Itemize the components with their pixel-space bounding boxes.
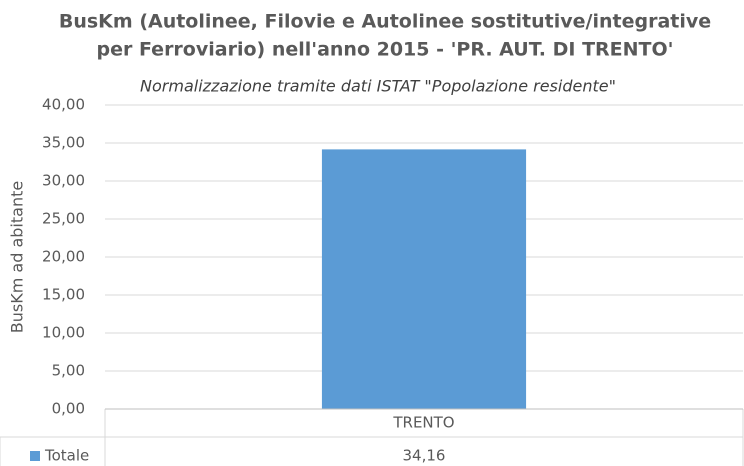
y-tick-label: 25,00	[42, 210, 85, 228]
y-tick-label: 30,00	[42, 172, 85, 190]
table-value: 34,16	[403, 447, 446, 465]
y-tick-label: 15,00	[42, 286, 85, 304]
y-tick-label: 40,00	[42, 96, 85, 114]
y-tick-label: 20,00	[42, 248, 85, 266]
chart-title-line: BusKm (Autolinee, Filovie e Autolinee so…	[59, 11, 711, 33]
chart-subtitle: Normalizzazione tramite dati ISTAT "Popo…	[140, 77, 616, 96]
bar	[321, 149, 527, 409]
x-tick-label: TRENTO	[392, 414, 454, 432]
y-tick-label: 10,00	[42, 324, 85, 342]
y-axis-label: BusKm ad abitante	[8, 181, 27, 333]
y-tick-label: 0,00	[52, 400, 85, 418]
y-tick-label: 5,00	[52, 362, 85, 380]
legend-label: Totale	[44, 447, 89, 465]
chart-title-line: per Ferroviario) nell'anno 2015 - 'PR. A…	[97, 39, 674, 61]
y-tick-label: 35,00	[42, 134, 85, 152]
legend-key	[30, 451, 40, 461]
